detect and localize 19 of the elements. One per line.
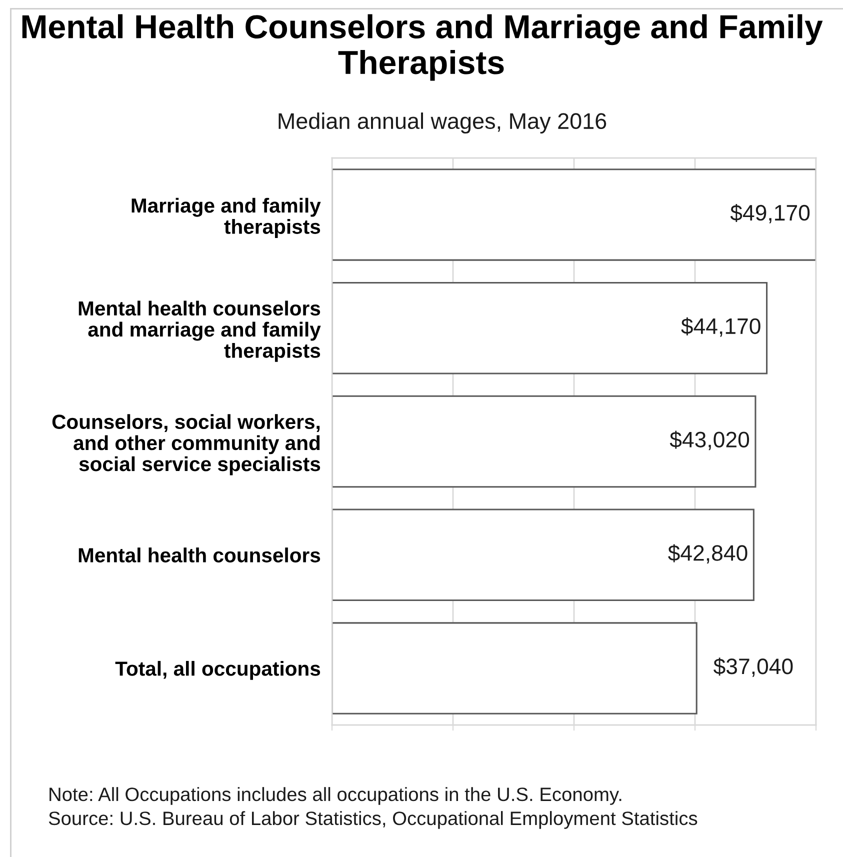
y-tick-label: Marriage and family therapists <box>132 198 321 238</box>
chart-title: Mental Health Counselors and Marriage and Family Therapists <box>22 14 823 81</box>
y-tick-label: Mental health counselors and marriage and family therapists <box>78 300 321 362</box>
data-label: $42,840 <box>668 544 748 564</box>
data-label: $49,170 <box>730 204 810 224</box>
text: Note: All Occupations includes all occupations in the U.S. Economy. <box>50 787 622 805</box>
data-label: $43,020 <box>670 430 750 450</box>
data-label: $44,170 <box>681 317 760 337</box>
y-tick-label: Mental health counselors <box>78 548 320 562</box>
y-tick-label: Counselors, social workers, and other community and social service specialists <box>52 414 320 476</box>
bar <box>332 508 754 602</box>
source-note: Source: U.S. Bureau of Labor Statistics, Occupational Employment Statistics <box>48 811 698 829</box>
data-label: $37,040 <box>714 658 793 677</box>
bar <box>332 282 768 374</box>
bar <box>332 395 756 488</box>
bar <box>332 622 698 714</box>
y-tick-label: Total, all occupations <box>115 660 320 680</box>
chart-subtitle: Median annual wages, May 2016 <box>278 112 606 134</box>
bar <box>332 168 816 261</box>
